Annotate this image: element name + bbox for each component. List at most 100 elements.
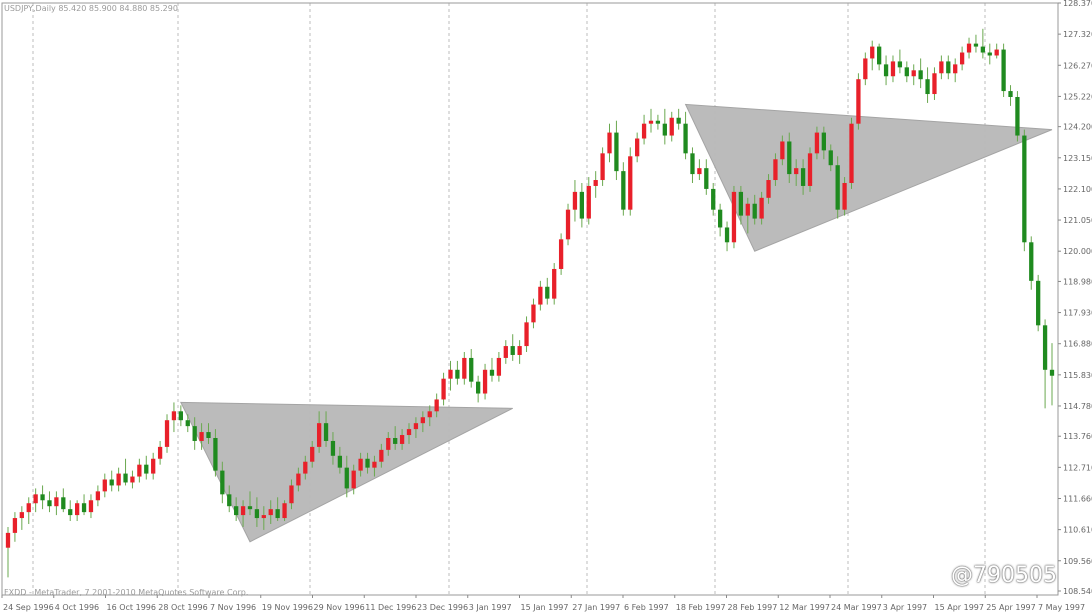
candle-body xyxy=(12,518,18,533)
candle-body xyxy=(282,503,287,519)
x-tick-label: 28 Feb 1997 xyxy=(728,603,778,612)
candle-body xyxy=(724,227,730,243)
x-tick-label: 28 Oct 1996 xyxy=(158,603,207,612)
candle-body xyxy=(558,239,564,269)
candle-body xyxy=(503,346,508,358)
candle-body xyxy=(614,132,619,172)
candle-body xyxy=(538,286,543,305)
candle-body xyxy=(870,46,875,59)
candle-body xyxy=(254,509,260,519)
y-tick-label: 124.200 xyxy=(1063,123,1092,132)
candle-body xyxy=(641,123,647,139)
candle-body xyxy=(74,503,80,516)
candle-body xyxy=(890,61,896,77)
x-tick-label: 16 Oct 1996 xyxy=(107,603,156,612)
candle-body xyxy=(296,473,301,486)
triangle-pattern xyxy=(684,103,1053,252)
x-tick-label: 23 Dec 1996 xyxy=(417,603,468,612)
candle-body xyxy=(123,473,128,483)
candle-body xyxy=(959,52,965,65)
candle-body xyxy=(247,506,253,510)
candle-body xyxy=(794,168,799,175)
y-tick-label: 111.660 xyxy=(1063,494,1092,503)
candle-body xyxy=(19,512,24,519)
candle-body xyxy=(206,432,211,438)
candle-body xyxy=(434,399,439,412)
candle-body xyxy=(393,437,398,444)
candle-body xyxy=(26,503,31,513)
candle-body xyxy=(883,64,889,77)
candle-body xyxy=(95,491,101,501)
x-tick-label: 25 Apr 1997 xyxy=(986,603,1035,612)
candle-body xyxy=(572,191,578,210)
x-tick-label: 29 Nov 1996 xyxy=(314,603,365,612)
x-tick-label: 4 Oct 1996 xyxy=(55,603,99,612)
candle-body xyxy=(711,188,716,210)
y-tick-label: 126.270 xyxy=(1063,61,1092,70)
candle-body xyxy=(372,461,377,468)
candle-body xyxy=(863,58,868,80)
x-tick-label: 24 Mar 1997 xyxy=(831,603,882,612)
candle-body xyxy=(517,346,522,355)
candle-body xyxy=(939,61,944,74)
candle-body xyxy=(904,67,909,77)
candle-body xyxy=(476,381,481,394)
candle-body xyxy=(427,411,432,418)
y-tick-label: 112.710 xyxy=(1063,463,1092,472)
candle-body xyxy=(586,185,591,219)
grid-lines xyxy=(32,3,986,595)
candle-body xyxy=(510,346,515,355)
candle-body xyxy=(199,432,204,441)
candle-body xyxy=(351,470,356,489)
y-tick-label: 128.370 xyxy=(1063,0,1092,8)
candle-body xyxy=(849,123,854,183)
candle-body xyxy=(386,437,391,450)
candle-body xyxy=(358,458,363,471)
y-tick-label: 123.150 xyxy=(1063,154,1092,163)
candle-body xyxy=(897,61,903,68)
candle-body xyxy=(828,150,833,166)
candle-body xyxy=(192,426,197,441)
y-tick-label: 109.560 xyxy=(1063,557,1092,566)
candle-body xyxy=(759,197,764,219)
candle-body xyxy=(47,500,52,507)
candle-body xyxy=(745,203,750,216)
candle-body xyxy=(379,449,384,462)
candle-body xyxy=(54,497,59,507)
x-tick-label: 19 Nov 1996 xyxy=(262,603,313,612)
candle-body xyxy=(1049,369,1055,376)
candle-body xyxy=(655,120,661,124)
candle-body xyxy=(669,117,674,136)
y-tick-label: 116.880 xyxy=(1063,340,1092,349)
candle-body xyxy=(738,191,744,216)
y-tick-label: 118.980 xyxy=(1063,277,1092,286)
candle-body xyxy=(413,423,419,430)
candle-body xyxy=(137,464,142,477)
candle-body xyxy=(1015,96,1020,136)
y-tick-label: 108.540 xyxy=(1063,587,1092,596)
y-tick-label: 113.760 xyxy=(1063,432,1092,441)
candle-body xyxy=(953,64,958,74)
copyright-label: FXDD - MetaTrader, 7 2001-2010 MetaQuote… xyxy=(4,588,249,597)
x-tick-label: 11 Dec 1996 xyxy=(365,603,416,612)
x-tick-label: 24 Sep 1996 xyxy=(3,603,54,612)
candle-body xyxy=(275,509,280,519)
candle-body xyxy=(648,120,654,124)
candle-body xyxy=(925,79,930,95)
candle-body xyxy=(61,497,66,510)
candle-body xyxy=(635,138,640,157)
candle-body xyxy=(489,369,495,376)
candle-body xyxy=(946,61,951,74)
candle-body xyxy=(966,43,972,53)
candle-body xyxy=(531,304,536,323)
candle-body xyxy=(1042,325,1048,370)
candle-body xyxy=(116,473,121,486)
candle-body xyxy=(621,171,626,210)
watermark: @790505 xyxy=(951,563,1057,588)
candle-body xyxy=(780,141,785,160)
candle-body xyxy=(683,123,688,154)
candle-body xyxy=(157,446,163,459)
candle-body xyxy=(918,70,923,80)
y-tick-label: 114.780 xyxy=(1063,402,1092,411)
